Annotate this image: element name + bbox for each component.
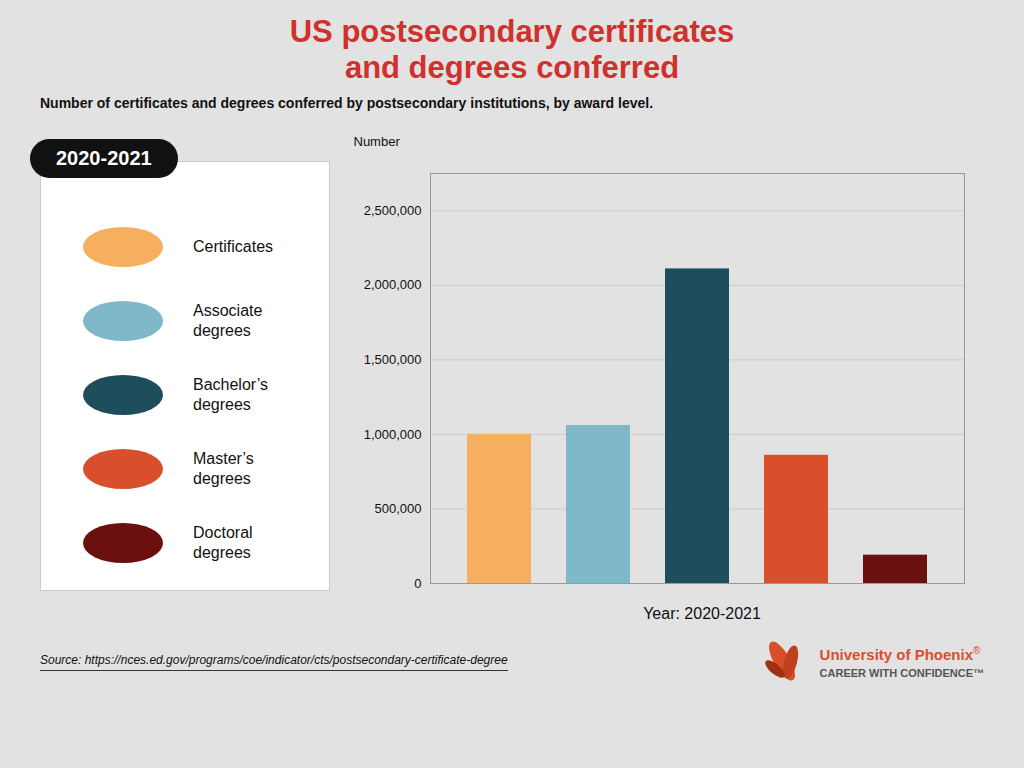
html-text:US postsecondary certificates: US postsecondary certificates and degree… [289, 14, 735, 85]
svg-text:2,000,000: 2,000,000 [364, 278, 422, 293]
svg-text:500,000: 500,000 [375, 501, 422, 516]
html-text:Master’s degrees: Master’s degrees [193, 450, 254, 488]
html-text:Bachelor’s degrees: Bachelor’s degrees [193, 376, 268, 414]
html-text:Year: 2020-2021: Year: 2020-2021 [643, 605, 761, 623]
html-text:University of Phoenix®: University of Phoenix® [819, 645, 981, 664]
html-text:CAREER WITH CONFIDENCE™: CAREER WITH CONFIDENCE™ [819, 667, 984, 680]
svg-text:0: 0 [414, 576, 421, 591]
svg-text:1,000,000: 1,000,000 [364, 427, 422, 442]
svg-text:Number: Number [354, 134, 401, 149]
html-text:2020-2021: 2020-2021 [56, 147, 152, 170]
html-text:Source: https://nces.ed.gov/pr: Source: https://nces.ed.gov/programs/coe… [40, 653, 508, 668]
html-text:Certificates: Certificates [193, 238, 273, 256]
html-text:Number of certificates and deg: Number of certificates and degrees confe… [40, 95, 654, 112]
html-text:Doctoral degrees: Doctoral degrees [193, 524, 253, 562]
html-text:Associate degrees: Associate degrees [193, 302, 263, 340]
svg-text:1,500,000: 1,500,000 [364, 352, 422, 367]
svg-text:2,500,000: 2,500,000 [364, 203, 422, 218]
